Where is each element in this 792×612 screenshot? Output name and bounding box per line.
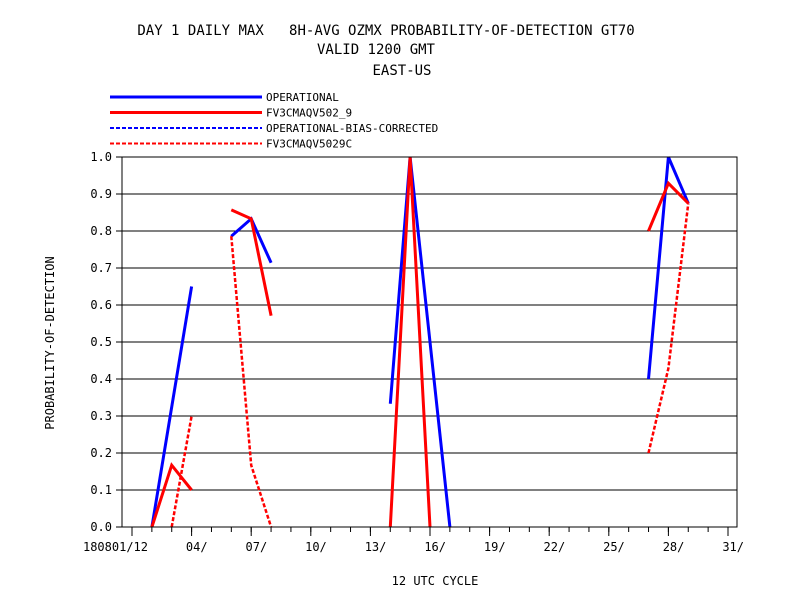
series-2-line-segment — [647, 180, 690, 232]
legend-label-3: OPERATIONAL-BIAS-CORRECTED — [266, 122, 438, 135]
series-4-line-segment — [170, 415, 193, 528]
x-tick-label: 16/ — [424, 540, 446, 554]
y-axis-label: PROBABILITY-OF-DETECTION — [43, 256, 57, 429]
x-axis-label: 12 UTC CYCLE — [392, 574, 479, 588]
x-tick-label: 10/ — [305, 540, 327, 554]
y-tick-label: 0.1 — [90, 483, 112, 497]
y-tick-label: 0.2 — [90, 446, 112, 460]
y-tick-label: 0.6 — [90, 298, 112, 312]
y-tick-label: 0.9 — [90, 187, 112, 201]
series-2-line-segment — [230, 208, 273, 317]
y-tick-label: 0.8 — [90, 224, 112, 238]
series-1-line-segment — [388, 156, 452, 528]
y-tick-label: 0.3 — [90, 409, 112, 423]
series-1-line-segment — [150, 286, 194, 528]
legend-label-2: FV3CMAQV502_9 — [266, 107, 352, 120]
legend-label-1: OPERATIONAL — [266, 91, 339, 104]
legend-label-4: FV3CMAQV5029C — [266, 138, 352, 151]
y-tick-label: 0.7 — [90, 261, 112, 275]
x-tick-label: 31/ — [722, 540, 744, 554]
plot-frame — [121, 156, 738, 528]
x-tick-label: 22/ — [544, 540, 566, 554]
series-2-line-segment — [150, 462, 193, 528]
series-4-line-segment — [230, 236, 273, 528]
chart-title: DAY 1 DAILY MAX 8H-AVG OZMX PROBABILITY-… — [137, 23, 634, 39]
x-tick-label: 19/ — [484, 540, 506, 554]
legend: OPERATIONAL FV3CMAQV502_9 OPERATIONAL-BIAS… — [110, 91, 438, 151]
x-tick-label: 04/ — [186, 540, 208, 554]
x-tick-label: 13/ — [365, 540, 387, 554]
x-tick-label: 07/ — [246, 540, 268, 554]
y-axis: 0.0 0.1 0.2 0.3 0.4 0.5 0.6 0.7 0.8 0.9 1.0 — [90, 150, 122, 534]
x-tick-label: 180801/12 — [83, 540, 148, 554]
x-tick-label: 28/ — [663, 540, 685, 554]
y-tick-label: 1.0 — [90, 150, 112, 164]
y-tick-label: 0.0 — [90, 520, 112, 534]
chart-region: EAST-US — [372, 63, 431, 79]
x-tick-label: 25/ — [603, 540, 625, 554]
y-tick-label: 0.4 — [90, 372, 112, 386]
x-axis: 180801/12 04/07/10/13/16/19/22/25/28/31/ — [83, 527, 744, 554]
chart-subtitle: VALID 1200 GMT — [317, 42, 436, 58]
series-4-line-segment — [647, 203, 690, 454]
y-tick-label: 0.5 — [90, 335, 112, 349]
